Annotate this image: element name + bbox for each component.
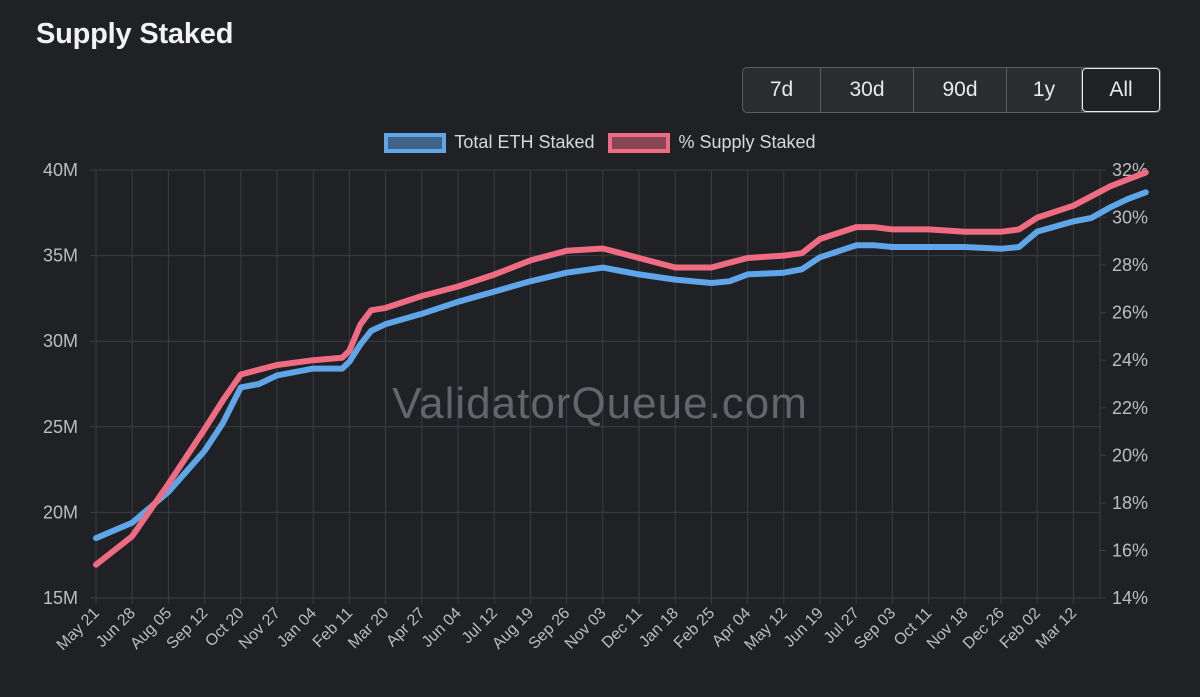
y-right-tick-label: 14% (1112, 588, 1148, 608)
range-all-button[interactable]: All (1082, 68, 1160, 112)
x-tick-label: Sep 12 (164, 605, 212, 653)
x-tick-label: Dec 26 (960, 605, 1008, 653)
x-tick-label: May 12 (742, 605, 791, 654)
x-tick-label: Mar 12 (1033, 605, 1080, 652)
y-left-tick-label: 20M (43, 502, 78, 522)
x-tick-label: Jun 19 (781, 605, 827, 651)
y-left-tick-label: 25M (43, 417, 78, 437)
x-tick-label: Aug 19 (489, 605, 537, 653)
x-tick-label: Apr 04 (709, 605, 754, 650)
x-tick-label: May 21 (54, 605, 103, 654)
x-tick-label: Nov 03 (562, 605, 610, 653)
x-tick-label: Oct 11 (891, 605, 936, 650)
series-line-eth (93, 189, 1149, 542)
x-tick-label: Mar 20 (345, 605, 392, 652)
y-right-tick-label: 26% (1112, 303, 1148, 323)
y-left-tick-label: 15M (43, 588, 78, 608)
range-90d-button[interactable]: 90d (914, 68, 1007, 112)
x-tick-label: Oct 20 (202, 605, 247, 650)
x-tick-label: Feb 02 (997, 605, 1044, 652)
x-tick-label: Jun 28 (93, 605, 139, 651)
y-left-tick-label: 30M (43, 331, 78, 351)
y-right-tick-label: 24% (1112, 350, 1148, 370)
range-30d-button[interactable]: 30d (821, 68, 914, 112)
range-1y-button[interactable]: 1y (1007, 68, 1082, 112)
x-tick-label: Jun 04 (419, 605, 465, 651)
legend-swatch-eth (384, 132, 447, 153)
page-title: Supply Staked (36, 18, 234, 50)
legend-swatch-pct (608, 132, 671, 153)
time-range-selector: 7d 30d 90d 1y All (742, 67, 1161, 113)
x-tick-label: Feb 11 (310, 605, 356, 651)
y-right-tick-label: 20% (1112, 445, 1148, 465)
x-tick-label: Jul 27 (821, 605, 863, 647)
y-left-tick-label: 40M (43, 160, 78, 180)
x-tick-label: Jan 18 (636, 605, 682, 651)
chart-legend: Total ETH Staked % Supply Staked (0, 132, 1200, 153)
x-tick-label: Dec 11 (599, 605, 646, 652)
x-tick-label: Apr 27 (383, 605, 428, 650)
x-tick-label: Sep 03 (851, 605, 899, 653)
x-tick-label: Jul 12 (459, 605, 501, 647)
x-tick-label: Nov 18 (924, 605, 972, 653)
y-right-tick-label: 32% (1112, 160, 1148, 180)
watermark: ValidatorQueue.com (392, 379, 808, 428)
y-right-tick-label: 18% (1112, 493, 1148, 513)
series-line-pct (93, 169, 1149, 568)
legend-label-eth: Total ETH Staked (454, 132, 595, 152)
y-right-tick-label: 28% (1112, 255, 1148, 275)
y-left-tick-label: 35M (43, 246, 78, 266)
legend-label-pct: % Supply Staked (678, 132, 816, 152)
range-7d-button[interactable]: 7d (743, 68, 821, 112)
y-right-tick-label: 16% (1112, 540, 1148, 560)
x-tick-label: Nov 27 (236, 605, 284, 653)
x-tick-label: Sep 26 (526, 605, 574, 653)
y-right-tick-label: 22% (1112, 398, 1148, 418)
legend-item-pct[interactable]: % Supply Staked (608, 132, 816, 153)
x-tick-label: Aug 05 (127, 605, 175, 653)
legend-item-eth[interactable]: Total ETH Staked (384, 132, 594, 153)
y-right-tick-label: 30% (1112, 208, 1148, 228)
x-tick-label: Jan 04 (274, 605, 320, 651)
x-tick-label: Feb 25 (671, 605, 718, 652)
